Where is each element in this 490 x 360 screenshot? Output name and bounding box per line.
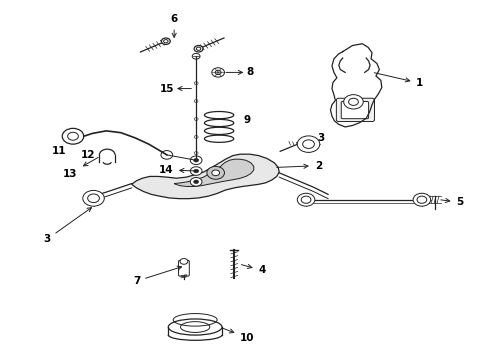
Circle shape xyxy=(194,169,198,173)
Circle shape xyxy=(417,196,427,203)
Circle shape xyxy=(83,190,104,206)
Text: 3: 3 xyxy=(317,133,324,143)
Text: 5: 5 xyxy=(441,197,464,207)
Circle shape xyxy=(301,196,311,203)
Circle shape xyxy=(343,95,363,109)
Circle shape xyxy=(194,152,198,154)
Circle shape xyxy=(164,40,168,43)
Circle shape xyxy=(194,45,203,52)
Circle shape xyxy=(192,53,200,59)
Circle shape xyxy=(194,135,198,138)
FancyBboxPatch shape xyxy=(336,98,374,122)
Text: 8: 8 xyxy=(226,67,253,77)
FancyBboxPatch shape xyxy=(178,260,189,276)
Text: 9: 9 xyxy=(244,115,250,125)
Text: 13: 13 xyxy=(63,157,98,179)
Circle shape xyxy=(68,132,78,140)
Circle shape xyxy=(413,193,431,206)
Text: 3: 3 xyxy=(44,208,92,244)
Circle shape xyxy=(297,193,315,206)
Circle shape xyxy=(207,166,224,179)
Text: 2: 2 xyxy=(277,161,322,171)
Circle shape xyxy=(190,167,202,175)
Polygon shape xyxy=(132,154,279,199)
Text: 7: 7 xyxy=(133,266,182,286)
Circle shape xyxy=(180,258,188,264)
Text: 10: 10 xyxy=(223,328,255,343)
Circle shape xyxy=(190,177,202,186)
Circle shape xyxy=(212,68,224,77)
Text: 12: 12 xyxy=(80,150,95,160)
Circle shape xyxy=(212,170,220,176)
Text: 11: 11 xyxy=(52,145,67,156)
FancyBboxPatch shape xyxy=(341,102,368,119)
Circle shape xyxy=(194,100,198,103)
Circle shape xyxy=(194,118,198,121)
Text: 14: 14 xyxy=(159,165,198,175)
Text: 6: 6 xyxy=(171,14,178,37)
Circle shape xyxy=(196,47,201,50)
Text: 15: 15 xyxy=(160,84,191,94)
Text: 4: 4 xyxy=(242,265,266,275)
Circle shape xyxy=(194,158,198,162)
Polygon shape xyxy=(174,159,254,186)
Circle shape xyxy=(297,136,320,152)
Circle shape xyxy=(194,180,198,184)
Circle shape xyxy=(88,194,99,203)
Circle shape xyxy=(62,129,84,144)
Circle shape xyxy=(348,98,358,105)
Circle shape xyxy=(303,140,315,148)
Circle shape xyxy=(161,38,170,44)
Circle shape xyxy=(161,150,172,159)
Circle shape xyxy=(194,82,198,85)
Circle shape xyxy=(190,156,202,165)
Circle shape xyxy=(215,70,221,75)
Text: 1: 1 xyxy=(374,73,423,88)
